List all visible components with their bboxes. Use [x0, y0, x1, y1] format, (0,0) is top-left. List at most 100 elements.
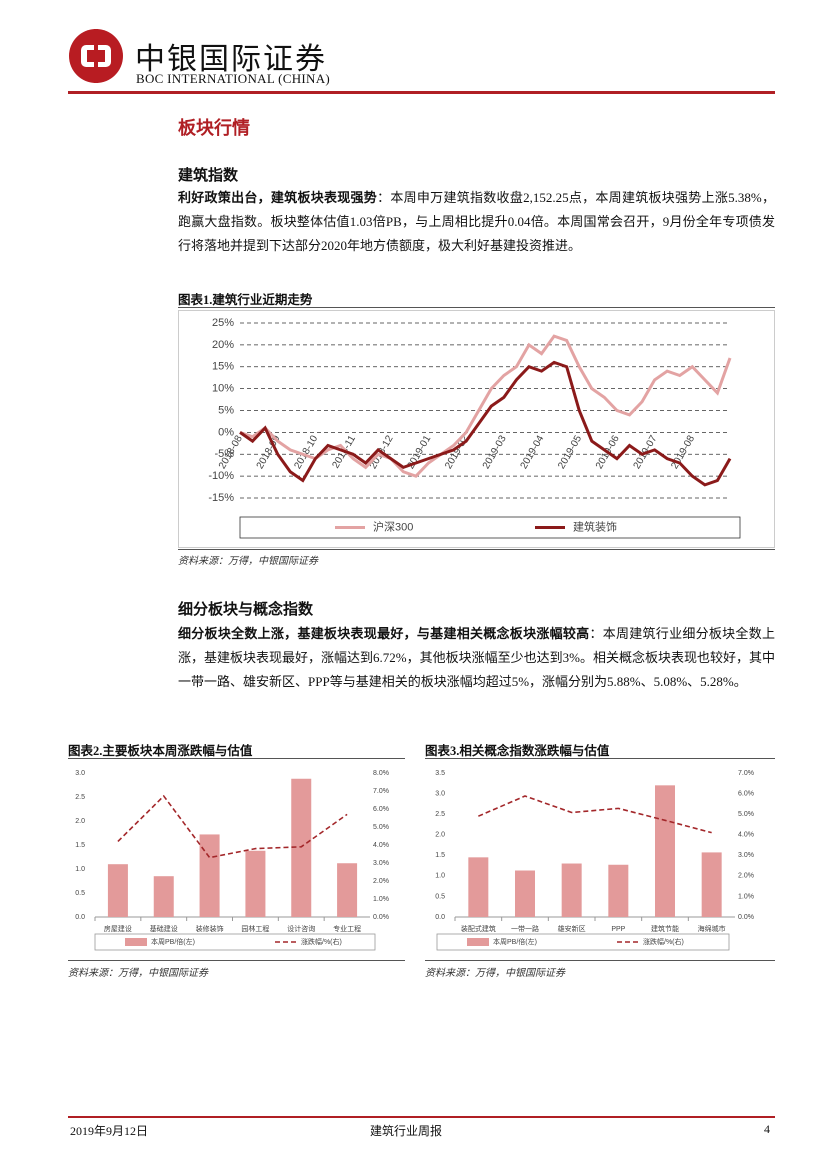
y-tick-label: 2.0 — [435, 832, 445, 839]
y2-tick-label: 6.0% — [373, 806, 389, 813]
figure-caption: 图表2.主要板块本周涨跌幅与估值 — [68, 744, 253, 758]
legend-swatch — [467, 938, 489, 946]
y-tick-label: 2.5 — [75, 794, 85, 801]
figure-caption: 图表3.相关概念指数涨跌幅与估值 — [425, 744, 610, 758]
y-tick-label: 3.0 — [435, 790, 445, 797]
legend-label: 本周PB/倍(左) — [493, 937, 537, 946]
bar — [515, 870, 535, 917]
x-tick-label: 一带一路 — [511, 924, 539, 933]
y-tick-label: -15% — [208, 492, 234, 504]
paragraph: 细分板块全数上涨，基建板块表现最好，与基建相关概念板块涨幅较高：本周建筑行业细分… — [178, 622, 775, 694]
caption-rule — [425, 758, 775, 759]
bar — [655, 785, 675, 917]
bar — [199, 834, 220, 917]
y-tick-label: 0% — [218, 426, 234, 438]
subsection-title: 建筑指数 — [178, 168, 239, 184]
x-tick-label: 装配式建筑 — [461, 924, 496, 933]
logo — [69, 29, 123, 83]
lead: 利好政策出台，建筑板块表现强势 — [178, 190, 378, 205]
x-tick-label: PPP — [611, 926, 625, 933]
legend-label: 本周PB/倍(左) — [151, 937, 195, 946]
footer-report: 建筑行业周报 — [370, 1124, 443, 1138]
x-tick-label: 2019-03 — [481, 433, 509, 471]
y2-tick-label: 5.0% — [373, 824, 389, 831]
section-title: 板块行情 — [178, 118, 250, 138]
series-line — [239, 360, 732, 487]
y2-tick-label: 4.0% — [373, 842, 389, 849]
chart-border — [178, 310, 775, 548]
series-line — [478, 795, 712, 834]
y-tick-label: 1.0 — [75, 866, 85, 873]
x-tick-label: 基础建设 — [150, 924, 178, 933]
company-en: BOC INTERNATIONAL (CHINA) — [136, 71, 331, 86]
lead: 细分板块全数上涨，基建板块表现最好，与基建相关概念板块涨幅较高 — [178, 626, 590, 641]
y2-tick-label: 1.0% — [738, 893, 754, 900]
bar — [337, 863, 358, 917]
y-tick-label: 3.5 — [435, 770, 445, 777]
y-tick-label: 10% — [212, 383, 234, 395]
chart: 0.0 0.5 1.0 1.5 2.0 2.5 3.0 0.0% 1.0% 2.0% 3.0% 4.0… — [75, 770, 389, 951]
legend-box — [436, 933, 730, 951]
source-rule — [425, 960, 775, 961]
legend-swatch — [125, 938, 147, 946]
x-tick-label: 海绵城市 — [698, 924, 726, 933]
x-tick-label: 专业工程 — [333, 924, 361, 933]
y2-tick-label: 0.0% — [738, 914, 754, 921]
y-tick-label: 1.5 — [75, 842, 85, 849]
y2-tick-label: 3.0% — [738, 852, 754, 859]
y-tick-label: 5% — [218, 404, 234, 416]
source-rule — [178, 549, 775, 550]
y-tick-label: 2.5 — [435, 811, 445, 818]
y-tick-label: 0.0 — [75, 914, 85, 921]
bar — [561, 863, 582, 917]
series-line — [239, 334, 732, 478]
source-rule — [68, 960, 405, 961]
y2-tick-label: 7.0% — [738, 770, 754, 777]
series-line — [117, 794, 348, 859]
legend-label: 建筑装饰 — [573, 519, 617, 533]
legend-box — [239, 516, 741, 539]
y2-tick-label: 6.0% — [738, 790, 754, 797]
bar — [468, 857, 489, 917]
body: ：本周申万建筑指数收盘2,152.25点，本周建筑板块强势上涨5.38%，跑赢大… — [178, 190, 775, 253]
legend-box — [94, 933, 376, 951]
body: ：本周建筑行业细分板块全数上涨，基建板块表现最好，涨幅达到6.72%，其他板块涨… — [178, 626, 775, 689]
page-number: 4 — [764, 1122, 770, 1136]
bar — [291, 778, 312, 917]
y-tick-label: 1.0 — [435, 873, 445, 880]
y-tick-label: 20% — [212, 339, 234, 351]
y2-tick-label: 0.0% — [373, 914, 389, 921]
source: 资料来源：万得，中银国际证券 — [425, 968, 565, 979]
paragraph: 利好政策出台，建筑板块表现强势：本周申万建筑指数收盘2,152.25点，本周建筑… — [178, 186, 775, 258]
y2-tick-label: 2.0% — [738, 873, 754, 880]
y-tick-label: 1.5 — [435, 852, 445, 859]
x-tick-label: 2019-04 — [519, 433, 547, 471]
bar — [701, 852, 722, 917]
company-cn: 中银国际证券 — [135, 43, 327, 76]
legend-label: 涨跌幅/%(右) — [643, 937, 684, 946]
subsection-title: 细分板块与概念指数 — [178, 602, 314, 618]
legend-label: 沪深300 — [373, 519, 413, 533]
y-tick-label: 3.0 — [75, 770, 85, 777]
source: 资料来源：万得，中银国际证券 — [68, 968, 208, 979]
bar — [608, 864, 629, 917]
chart: 0.0 0.5 1.0 1.5 2.0 2.5 3.0 3.5 0.0% 1.0% 2.0% 3.0%… — [435, 770, 754, 951]
y2-tick-label: 1.0% — [373, 896, 389, 903]
x-tick-label: 雄安新区 — [558, 924, 586, 933]
footer-rule — [68, 1116, 775, 1118]
y-tick-label: 0.5 — [435, 893, 445, 900]
x-tick-label: 设计咨询 — [287, 924, 315, 933]
x-tick-label: 园林工程 — [241, 924, 269, 933]
legend-label: 涨跌幅/%(右) — [301, 937, 342, 946]
y2-tick-label: 7.0% — [373, 788, 389, 795]
caption-rule — [68, 758, 405, 759]
bar — [153, 876, 174, 917]
y2-tick-label: 4.0% — [738, 832, 754, 839]
y-tick-label: 2.0 — [75, 818, 85, 825]
y2-tick-label: 2.0% — [373, 878, 389, 885]
caption-rule — [178, 307, 775, 308]
y-tick-label: 15% — [212, 361, 234, 373]
header-rule — [68, 91, 775, 94]
y2-tick-label: 5.0% — [738, 811, 754, 818]
